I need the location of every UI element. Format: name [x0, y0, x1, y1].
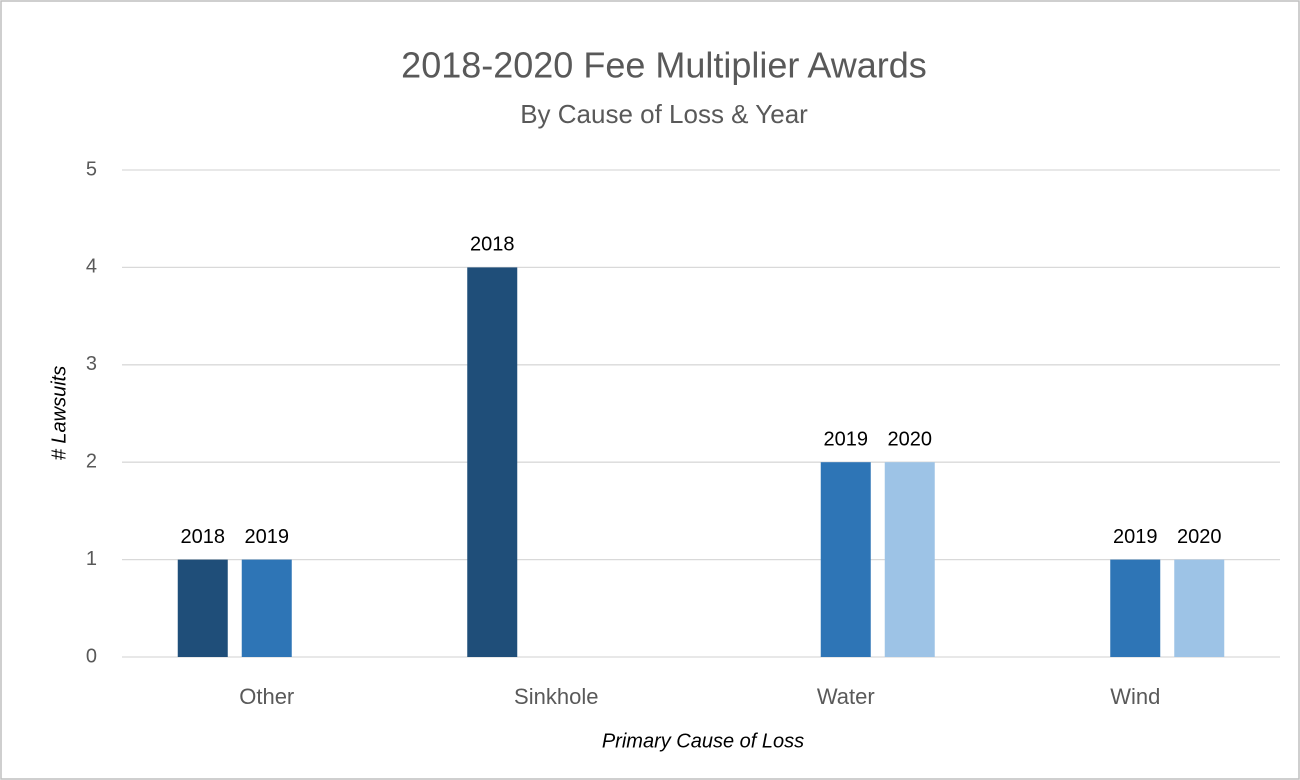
y-tick-label: 5	[86, 158, 97, 180]
y-tick-label: 1	[86, 548, 97, 570]
y-axis-label: # Lawsuits	[48, 366, 70, 461]
bar	[1174, 559, 1225, 657]
x-tick-label: Water	[817, 684, 875, 709]
bar	[820, 462, 871, 657]
data-label: 2018	[181, 526, 226, 548]
x-axis-label: Primary Cause of Loss	[602, 730, 804, 752]
y-tick-label: 2	[86, 450, 97, 472]
bar	[884, 462, 935, 657]
data-label: 2018	[470, 234, 515, 256]
data-label: 2020	[888, 428, 933, 450]
data-label: 2019	[824, 428, 869, 450]
y-tick-label: 3	[86, 353, 97, 375]
bar	[1110, 559, 1161, 657]
data-label: 2019	[245, 526, 290, 548]
x-tick-label: Other	[239, 684, 294, 709]
y-tick-label: 4	[86, 256, 97, 278]
data-label: 2020	[1177, 526, 1222, 548]
bar	[467, 267, 518, 657]
bar	[241, 559, 292, 657]
x-tick-label: Wind	[1110, 684, 1160, 709]
data-label: 2019	[1113, 526, 1158, 548]
chart-subtitle: By Cause of Loss & Year	[520, 99, 808, 129]
y-tick-label: 0	[86, 645, 97, 667]
bar	[177, 559, 228, 657]
x-tick-label: Sinkhole	[514, 684, 598, 709]
chart-title: 2018-2020 Fee Multiplier Awards	[401, 45, 927, 86]
